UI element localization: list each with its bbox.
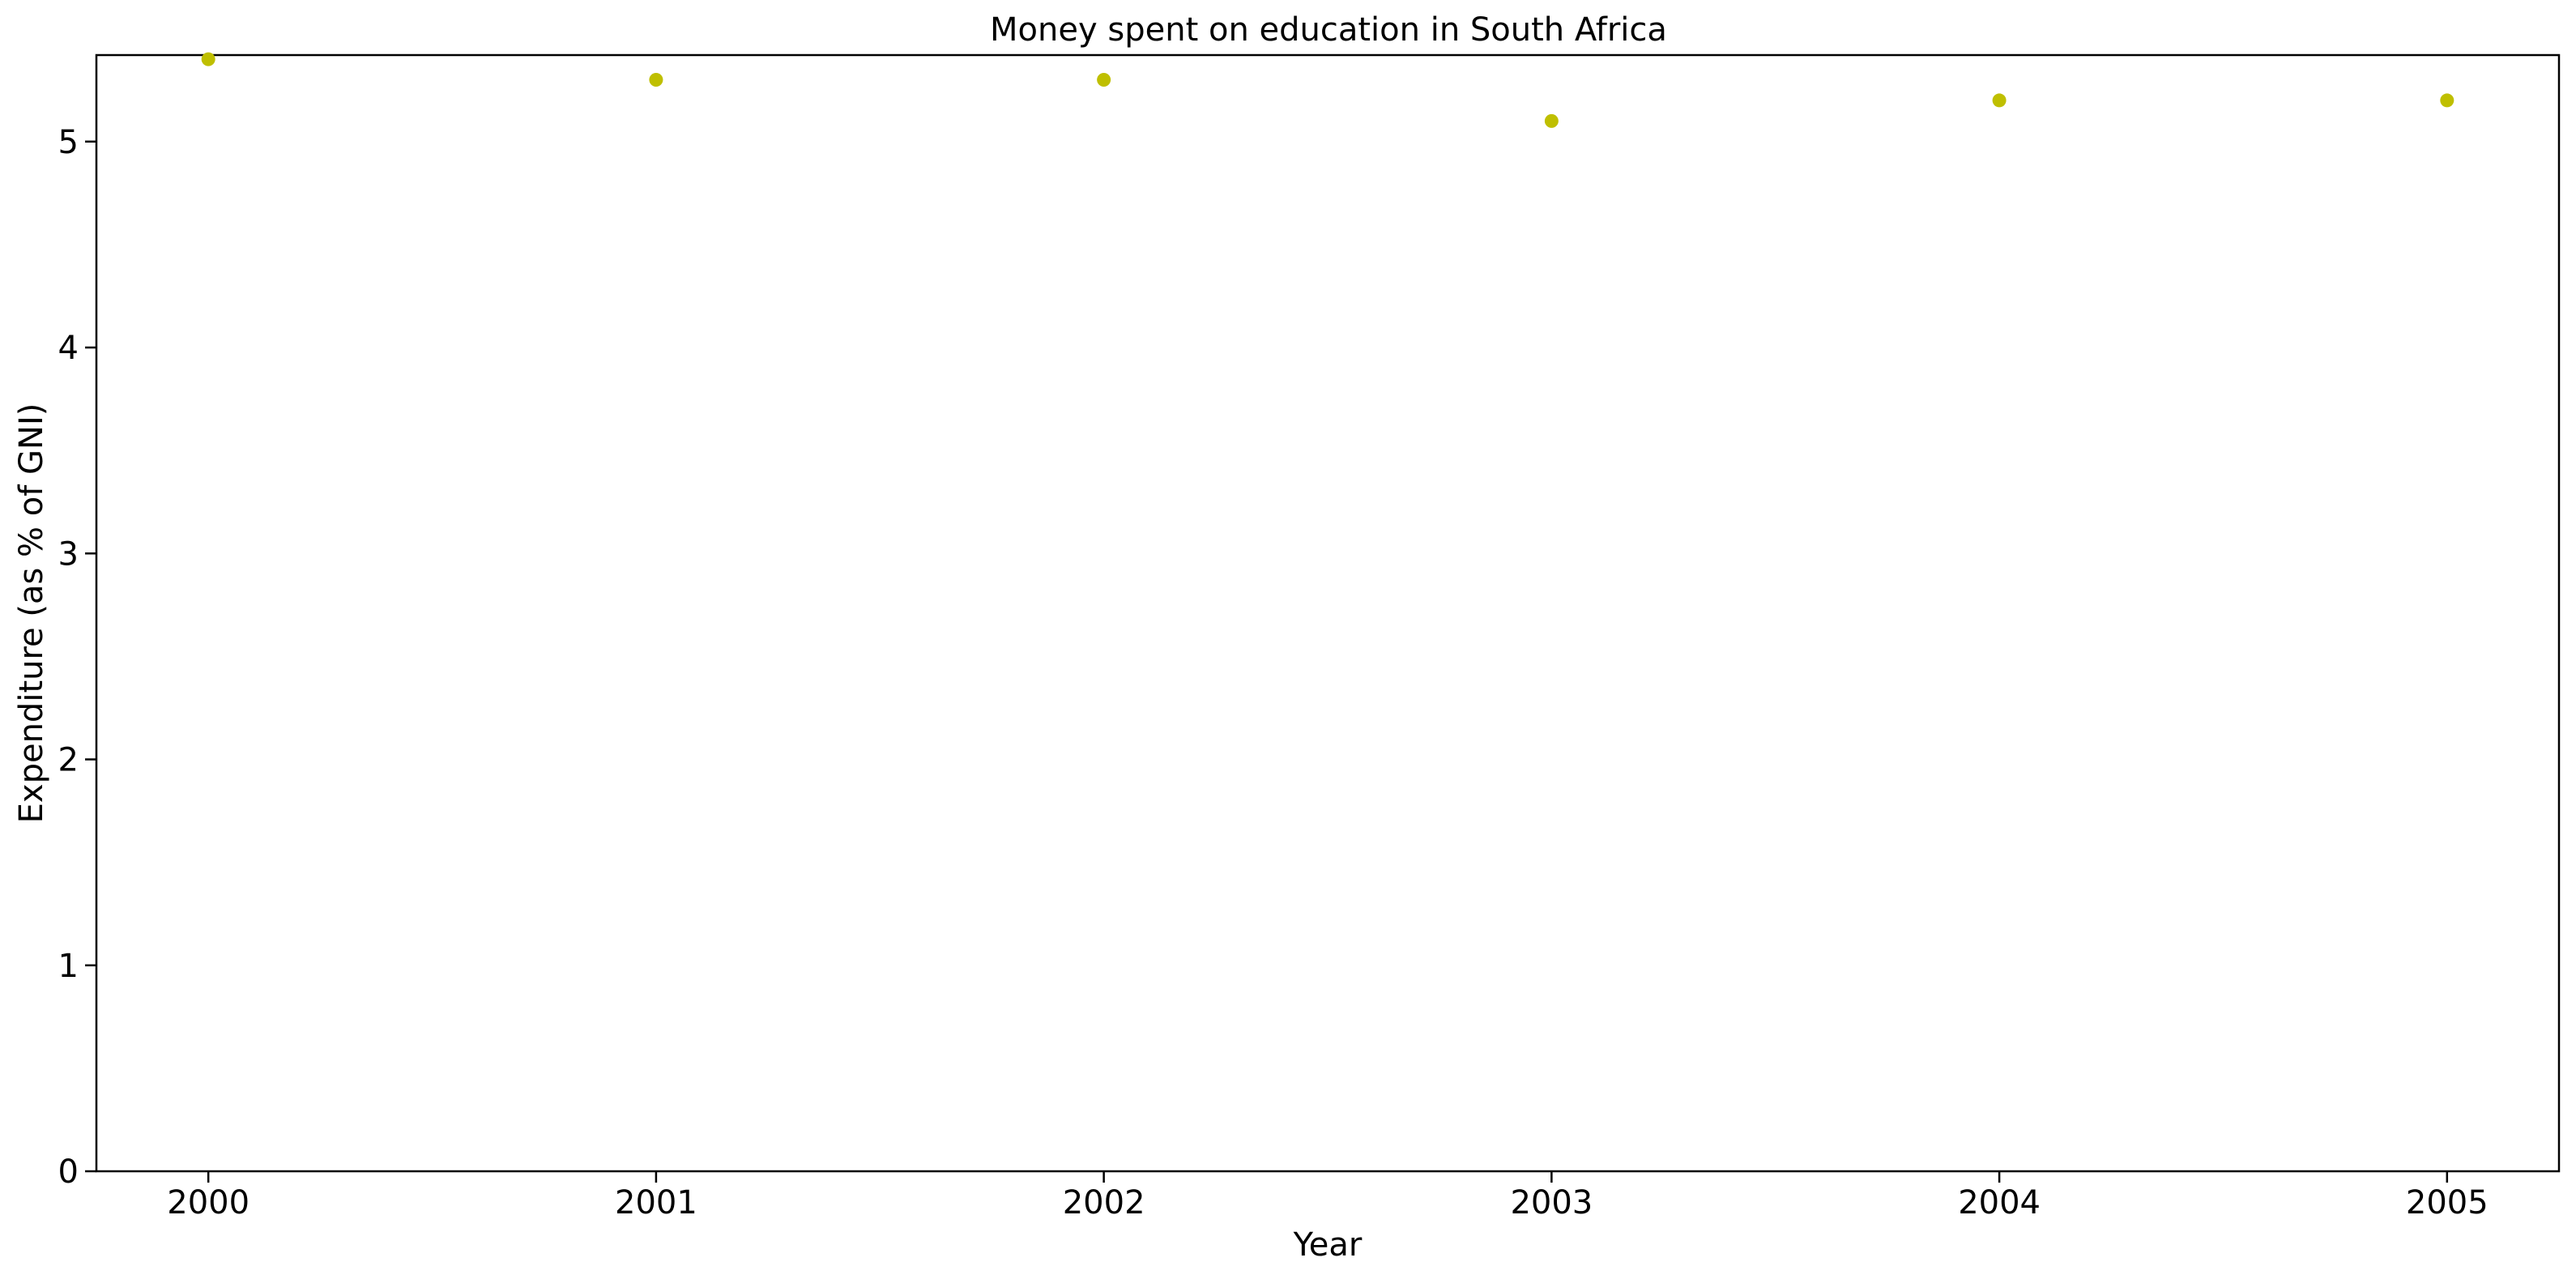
x-tick-label: 2002 [1063, 1184, 1145, 1221]
y-axis: 0 1 2 3 4 5 [58, 124, 96, 1191]
data-points [201, 52, 2454, 128]
data-point [201, 52, 215, 66]
x-tick-label: 2000 [167, 1184, 249, 1221]
x-axis-label: Year [1293, 1226, 1363, 1264]
data-point [2440, 93, 2454, 108]
x-tick-label: 2004 [1958, 1184, 2041, 1221]
y-tick-label: 4 [58, 330, 79, 367]
y-tick-label: 2 [58, 742, 79, 779]
y-tick-label: 1 [58, 948, 79, 985]
plot-area [95, 53, 2561, 1173]
y-tick-label: 3 [58, 535, 79, 573]
y-tick-label: 0 [58, 1153, 79, 1191]
plot-frame [95, 53, 2561, 1173]
x-tick-label: 2003 [1510, 1184, 1593, 1221]
x-tick-label: 2005 [2406, 1184, 2489, 1221]
y-tick-label: 5 [58, 124, 79, 161]
data-point [1544, 113, 1559, 128]
y-axis-label: Expenditure (as % of GNI) [13, 403, 50, 824]
data-point [1097, 73, 1111, 87]
data-point [1992, 93, 2007, 108]
x-tick-label: 2001 [615, 1184, 697, 1221]
chart-title: Money spent on education in South Africa [990, 11, 1667, 49]
data-point [649, 73, 663, 87]
x-axis: 2000 2001 2002 2003 2004 2005 [167, 1171, 2489, 1221]
